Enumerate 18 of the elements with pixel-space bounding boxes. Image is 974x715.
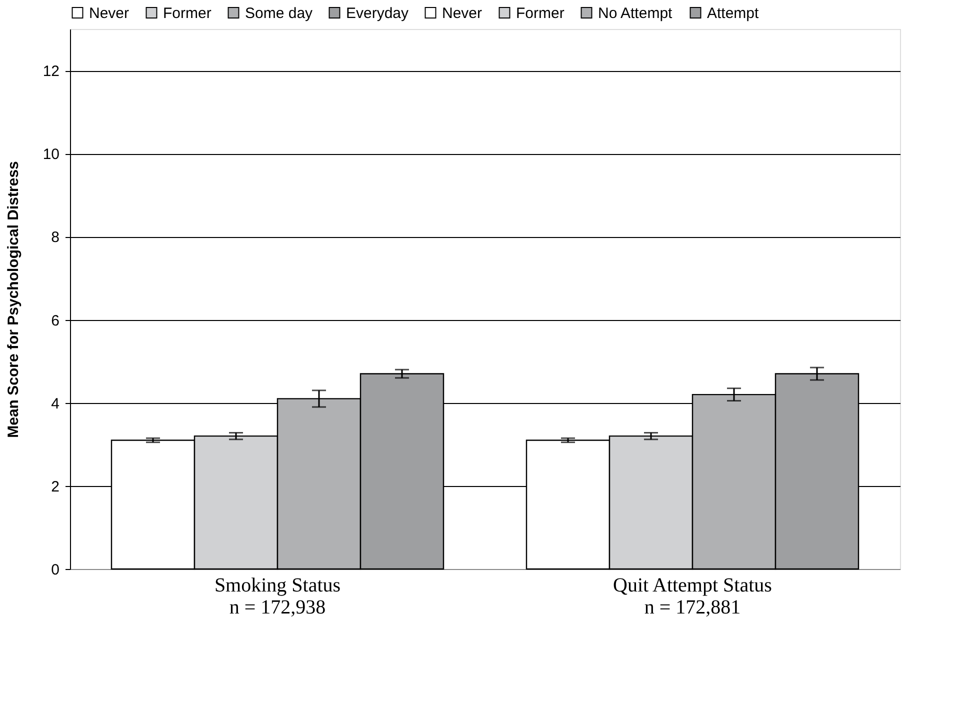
legend-label: Some day <box>245 4 314 22</box>
legend-label: Former <box>516 4 564 22</box>
legend-label: Attempt <box>707 4 760 22</box>
y-tick-label: 12 <box>42 63 60 80</box>
legend-label: No Attempt <box>598 4 674 22</box>
y-tick-label: 6 <box>51 312 60 330</box>
y-tick-label: 2 <box>51 478 60 496</box>
legend-label: Former <box>163 4 212 22</box>
y-axis-title: Mean Score for Psychological Distress <box>4 161 22 438</box>
y-tick-label: 8 <box>51 229 60 246</box>
y-tick-label: 0 <box>51 562 60 578</box>
legend-label: Never <box>442 4 482 22</box>
y-tick-label: 4 <box>51 395 60 412</box>
x-tick-label: Smoking Status n = 172,938 <box>214 574 341 618</box>
legend-label: Never <box>89 4 130 22</box>
y-tick-label: 10 <box>42 146 60 164</box>
legend-label: Everyday <box>346 4 410 22</box>
x-tick-label: Quit Attempt Status n = 172,881 <box>613 574 772 618</box>
